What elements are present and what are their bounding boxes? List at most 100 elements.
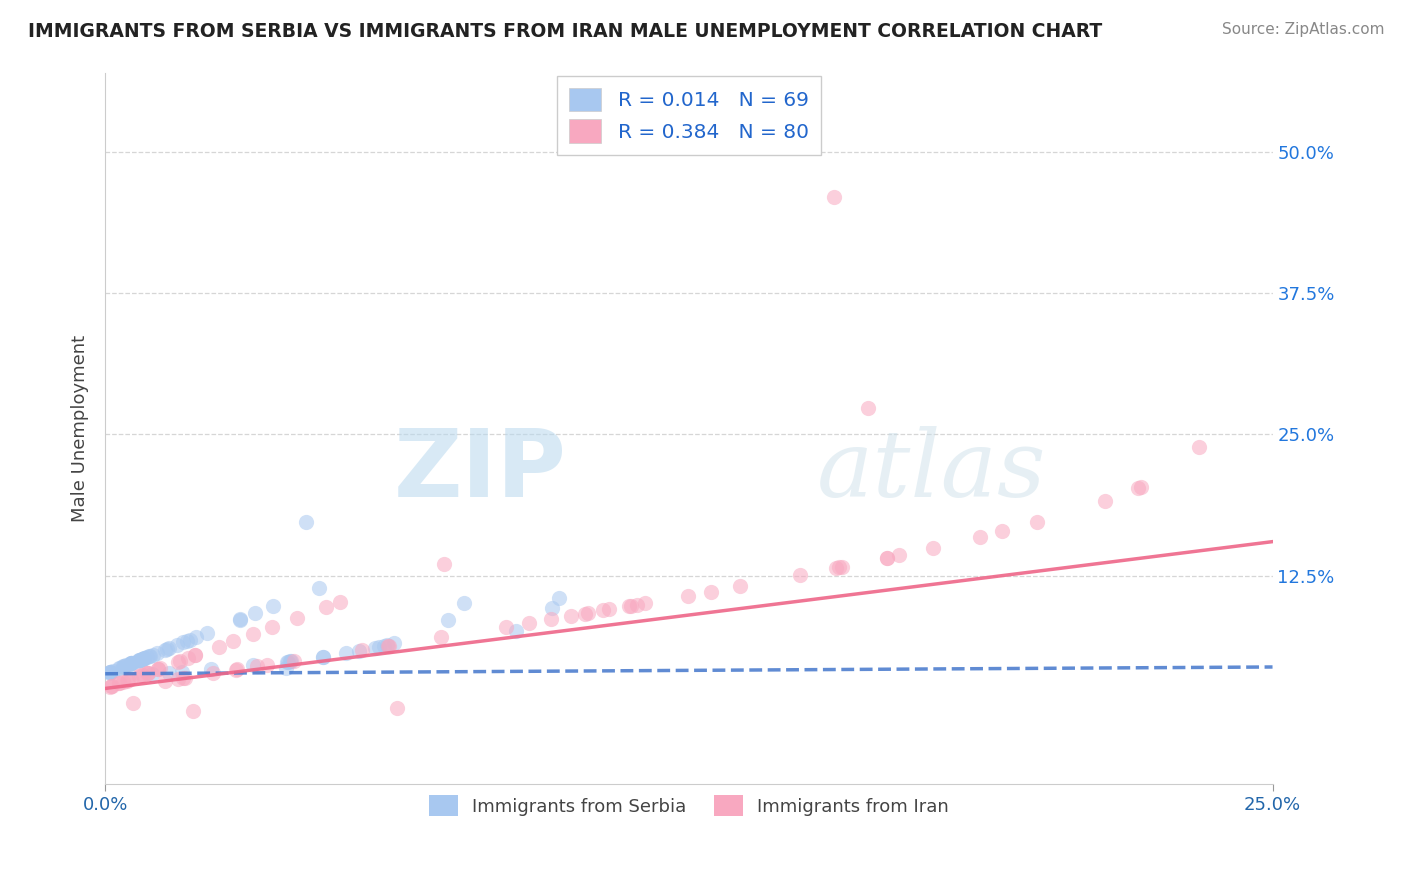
Point: [364, 640, 387, 655]
Point: [100, 679, 122, 693]
Point: [172, 635, 194, 649]
Point: [120, 657, 142, 671]
Point: [169, 654, 191, 668]
Point: [176, 633, 198, 648]
Point: [135, 666, 157, 681]
Point: [128, 653, 150, 667]
Point: [170, 665, 193, 679]
Point: [108, 661, 131, 675]
Point: [617, 599, 640, 613]
Point: [969, 530, 991, 544]
Text: IMMIGRANTS FROM SERBIA VS IMMIGRANTS FROM IRAN MALE UNEMPLOYMENT CORRELATION CHA: IMMIGRANTS FROM SERBIA VS IMMIGRANTS FRO…: [28, 22, 1102, 41]
Point: [132, 667, 155, 681]
Point: [453, 597, 475, 611]
Point: [108, 676, 131, 690]
Point: [242, 658, 264, 673]
Point: [368, 640, 391, 654]
Point: [201, 666, 224, 681]
Point: [129, 668, 152, 682]
Point: [107, 661, 129, 675]
Point: [167, 655, 190, 669]
Point: [184, 648, 207, 663]
Point: [228, 613, 250, 627]
Point: [135, 650, 157, 665]
Point: [283, 654, 305, 668]
Point: [121, 696, 143, 710]
Point: [139, 648, 162, 663]
Point: [184, 648, 207, 663]
Point: [823, 190, 845, 204]
Point: [118, 657, 141, 671]
Point: [728, 579, 751, 593]
Legend: Immigrants from Serbia, Immigrants from Iran: Immigrants from Serbia, Immigrants from …: [420, 786, 957, 825]
Point: [700, 584, 723, 599]
Point: [98, 680, 121, 694]
Point: [172, 671, 194, 685]
Point: [517, 615, 540, 630]
Point: [262, 599, 284, 613]
Point: [887, 548, 910, 562]
Point: [132, 651, 155, 665]
Point: [634, 596, 657, 610]
Y-axis label: Male Unemployment: Male Unemployment: [72, 335, 89, 523]
Point: [437, 613, 460, 627]
Point: [120, 672, 142, 686]
Point: [540, 601, 562, 615]
Point: [136, 665, 159, 680]
Point: [678, 589, 700, 603]
Point: [98, 665, 121, 679]
Point: [382, 636, 405, 650]
Text: atlas: atlas: [817, 426, 1047, 516]
Point: [136, 665, 159, 680]
Point: [98, 665, 121, 679]
Point: [177, 651, 200, 665]
Point: [174, 671, 197, 685]
Point: [100, 679, 122, 693]
Text: ZIP: ZIP: [394, 425, 567, 517]
Point: [377, 639, 399, 653]
Point: [827, 560, 849, 574]
Point: [138, 649, 160, 664]
Point: [1126, 481, 1149, 495]
Point: [222, 634, 245, 648]
Point: [260, 620, 283, 634]
Point: [295, 516, 318, 530]
Point: [132, 651, 155, 665]
Point: [183, 704, 205, 718]
Point: [127, 654, 149, 668]
Point: [922, 541, 945, 555]
Point: [540, 612, 562, 626]
Point: [824, 561, 846, 575]
Point: [166, 672, 188, 686]
Point: [876, 550, 898, 565]
Point: [505, 624, 527, 639]
Point: [831, 559, 853, 574]
Point: [200, 662, 222, 676]
Point: [560, 608, 582, 623]
Point: [157, 665, 180, 680]
Point: [312, 650, 335, 665]
Point: [276, 661, 298, 675]
Point: [312, 650, 335, 665]
Point: [166, 638, 188, 652]
Point: [1025, 516, 1047, 530]
Point: [186, 630, 208, 644]
Point: [377, 639, 399, 653]
Point: [620, 599, 643, 613]
Point: [131, 652, 153, 666]
Point: [1094, 493, 1116, 508]
Point: [276, 655, 298, 669]
Point: [128, 653, 150, 667]
Point: [129, 652, 152, 666]
Point: [229, 612, 252, 626]
Point: [111, 659, 134, 673]
Point: [246, 659, 269, 673]
Point: [117, 673, 139, 687]
Point: [120, 657, 142, 671]
Point: [142, 648, 165, 662]
Point: [195, 625, 218, 640]
Point: [373, 639, 395, 653]
Point: [134, 651, 156, 665]
Point: [876, 550, 898, 565]
Point: [280, 654, 302, 668]
